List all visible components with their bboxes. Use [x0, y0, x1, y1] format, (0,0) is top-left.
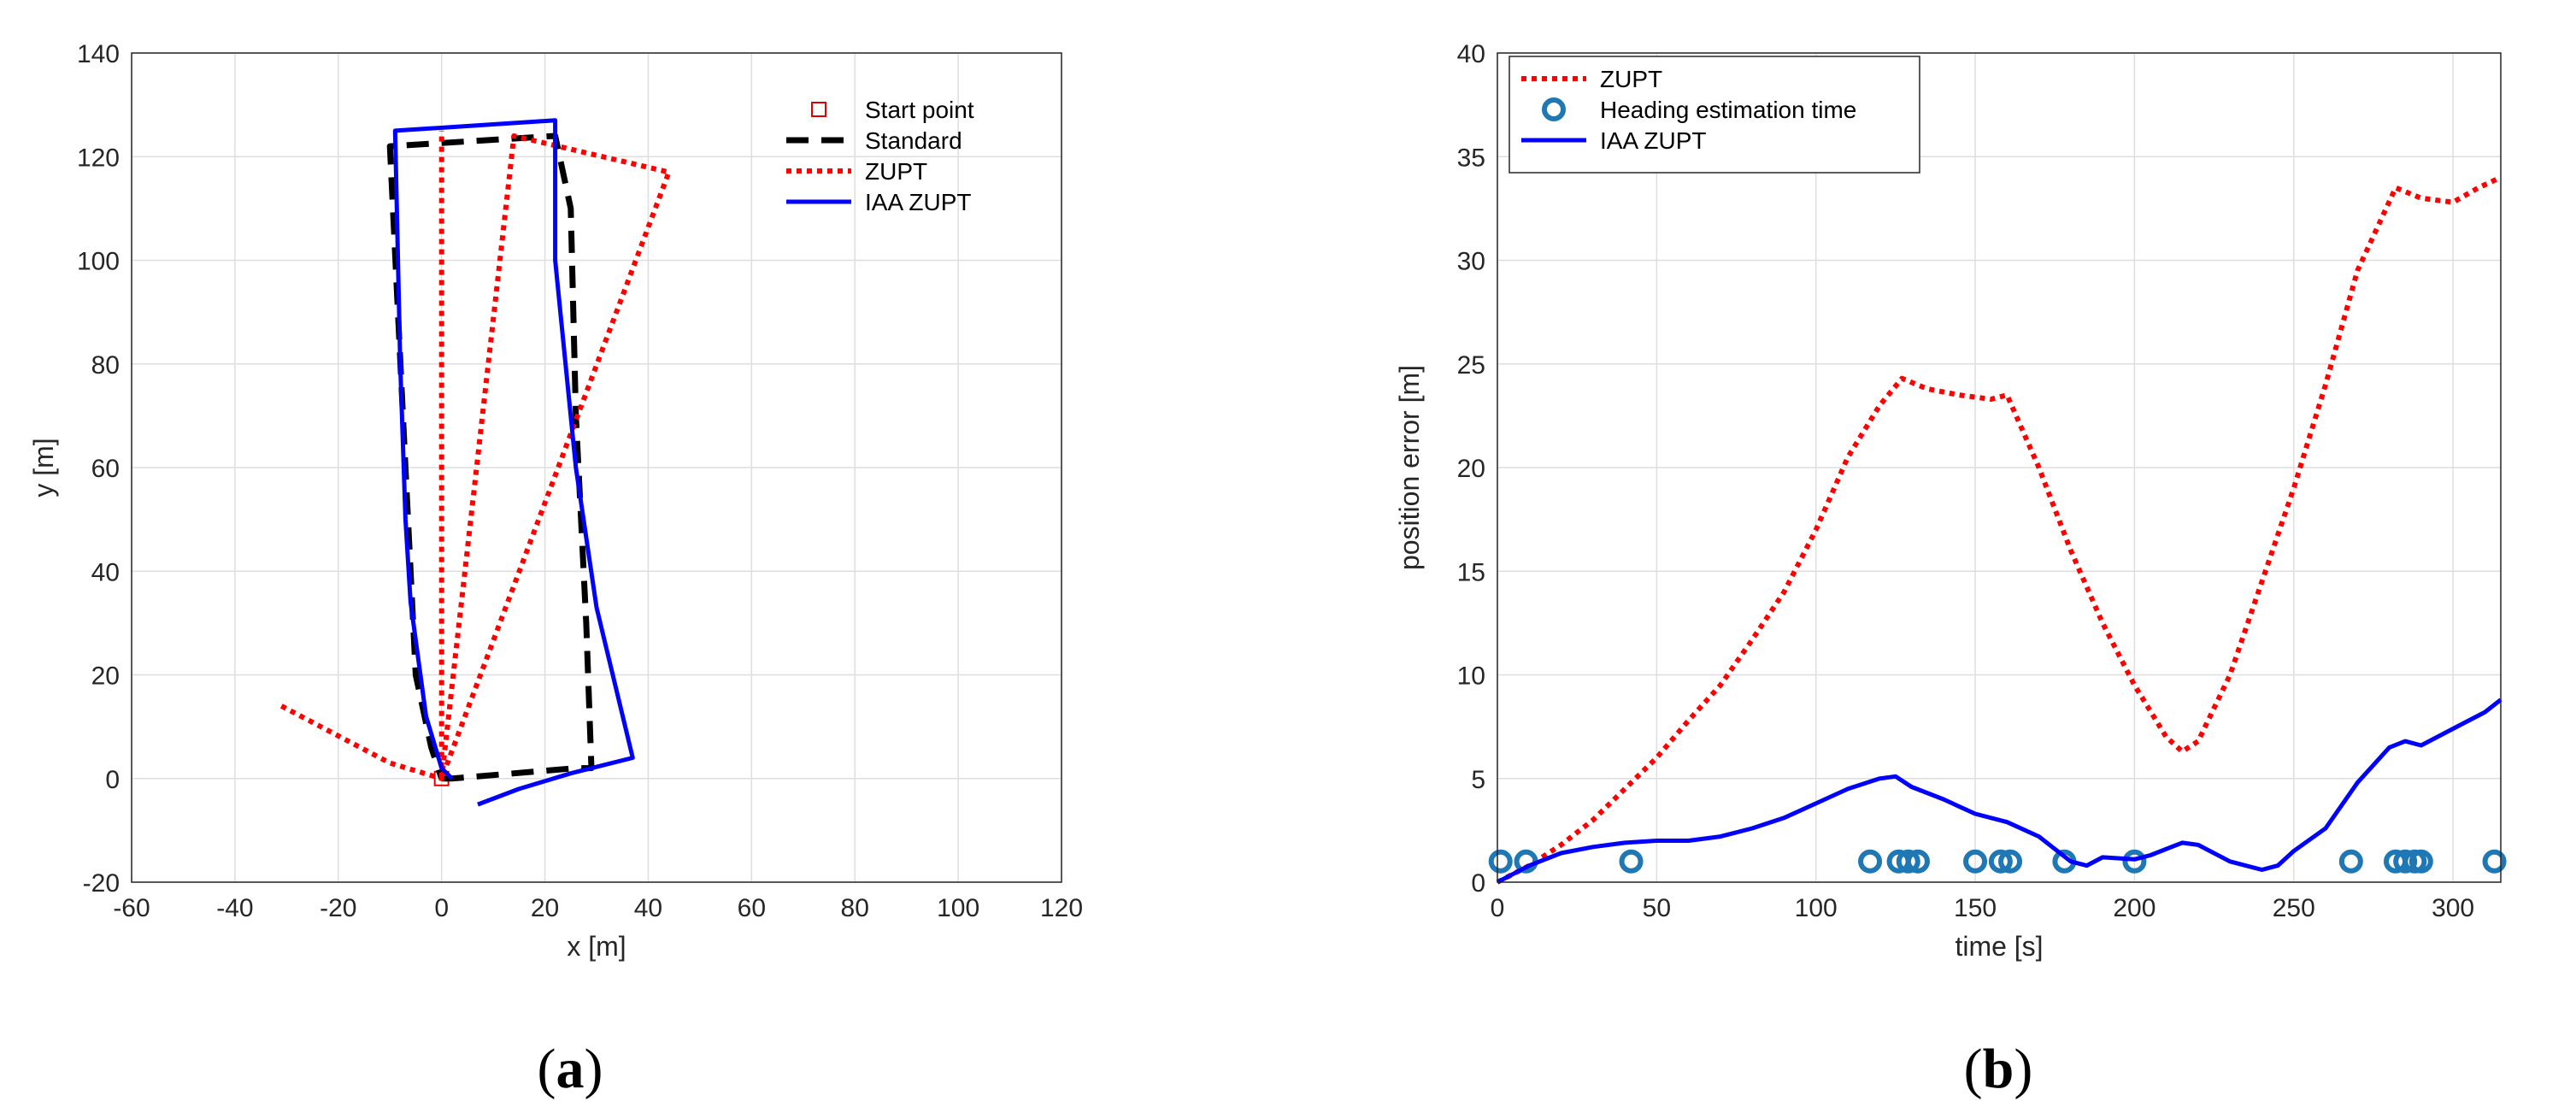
panel-b-x-axis-label: time [s] [1955, 931, 2043, 962]
x-tick-label: 150 [1954, 894, 1997, 922]
y-tick-label: 10 [1457, 662, 1485, 691]
heading-estimation-marker [1896, 849, 1920, 874]
panel-a-plot-frame [131, 52, 1062, 883]
y-tick-label: 30 [1457, 248, 1485, 276]
panel-a-caption-label: (a) [538, 1038, 603, 1100]
x-tick-label: 60 [738, 894, 766, 922]
panel-a-chart: -60 -40 -20 0 20 40 60 80 100 120 -20 0 20 40 60 80 100 1… [28, 40, 1083, 1100]
legend-label-iaa-zupt: IAA ZUPT [865, 189, 971, 215]
panel-b-tick-labels: 0 50 100 150 200 250 300 0 5 10 15 20 25 30 35 40 [1457, 40, 2475, 922]
x-tick-label: -20 [320, 894, 356, 922]
x-tick-label: 120 [1040, 894, 1083, 922]
heading-estimation-marker [1998, 849, 2023, 874]
y-tick-label: 40 [91, 558, 120, 586]
legend-box [1509, 56, 1920, 174]
x-tick-label: 0 [434, 894, 449, 922]
heading-estimation-marker [1988, 849, 2013, 874]
y-tick-label: 0 [1471, 869, 1485, 898]
legend-swatch-start-point [811, 102, 826, 117]
heading-estimation-marker [2393, 849, 2418, 874]
heading-estimation-marker [1488, 849, 1513, 874]
x-tick-label: 50 [1643, 894, 1671, 922]
panel-a-y-axis-label: y [m] [28, 438, 59, 497]
panel-a-x-axis-label: x [m] [567, 931, 626, 962]
y-tick-label: 80 [91, 351, 120, 380]
heading-estimation-marker [1858, 849, 1883, 874]
x-tick-label: 20 [531, 894, 559, 922]
heading-estimation-marker [1619, 849, 1644, 874]
y-tick-label: 35 [1457, 144, 1485, 172]
x-tick-label: 250 [2273, 894, 2315, 922]
y-tick-label: 100 [77, 248, 120, 276]
panel-b-y-axis-label: position error [m] [1394, 365, 1425, 570]
legend-swatch-heading-estimation-time [1542, 97, 1566, 121]
y-tick-label: 0 [105, 766, 120, 794]
legend-label-heading-estimation-time: Heading estimation time [1600, 97, 1856, 123]
zupt-series-line [279, 130, 672, 781]
panel-b-chart: 0 50 100 150 200 250 300 0 5 10 15 20 25 30 35 40 time … [1394, 40, 2507, 1100]
y-tick-label: 25 [1457, 351, 1485, 380]
y-tick-label: 60 [91, 455, 120, 483]
x-tick-label: -40 [216, 894, 253, 922]
heading-estimation-marker [1905, 849, 1930, 874]
x-tick-label: 300 [2432, 894, 2474, 922]
y-tick-label: 20 [1457, 455, 1485, 483]
panel-a-tick-labels: -60 -40 -20 0 20 40 60 80 100 120 -20 0 20 40 60 80 100 1… [77, 40, 1083, 922]
panel-a-legend: Start point Standard ZUPT IAA ZUPT [786, 97, 974, 215]
x-tick-label: 80 [841, 894, 869, 922]
zupt-series-line [1496, 174, 2502, 885]
panel-b-plot-frame [1497, 52, 2502, 883]
y-tick-label: 15 [1457, 558, 1485, 586]
legend-label-iaa-zupt: IAA ZUPT [1600, 127, 1706, 154]
standard-series-line [386, 132, 595, 782]
x-tick-label: 40 [634, 894, 662, 922]
y-tick-label: 140 [77, 40, 120, 68]
y-tick-label: 120 [77, 144, 120, 172]
heading-estimation-marker [1963, 849, 1988, 874]
x-tick-label: 100 [937, 894, 979, 922]
panel-b-series [1488, 174, 2507, 885]
y-tick-label: 20 [91, 662, 120, 691]
iaa-zupt-series-line [1496, 698, 2502, 885]
x-tick-label: -60 [113, 894, 150, 922]
legend-label-standard: Standard [865, 127, 962, 154]
panel-a-series [279, 118, 672, 807]
iaa-zupt-series-line [392, 118, 635, 807]
y-tick-label: 5 [1471, 766, 1485, 794]
legend-label-zupt: ZUPT [865, 158, 927, 185]
legend-label-zupt: ZUPT [1600, 66, 1662, 92]
x-tick-label: 0 [1491, 894, 1505, 922]
panel-a-caption-letter: a [556, 1038, 585, 1100]
panel-b-caption-label: (b) [1964, 1038, 2033, 1100]
y-tick-label: -20 [83, 869, 120, 898]
x-tick-label: 100 [1795, 894, 1838, 922]
panel-b-legend: ZUPT Heading estimation time IAA ZUPT [1509, 56, 1920, 174]
heading-estimation-marker [2408, 849, 2433, 874]
panel-b-caption-letter: b [1983, 1038, 2014, 1100]
heading-estimation-marker [2122, 849, 2147, 874]
y-tick-label: 40 [1457, 40, 1485, 68]
heading-estimation-marker [2482, 849, 2507, 874]
legend-label-start-point: Start point [865, 97, 974, 123]
x-tick-label: 200 [2113, 894, 2155, 922]
heading-estimation-marker [2338, 849, 2363, 874]
